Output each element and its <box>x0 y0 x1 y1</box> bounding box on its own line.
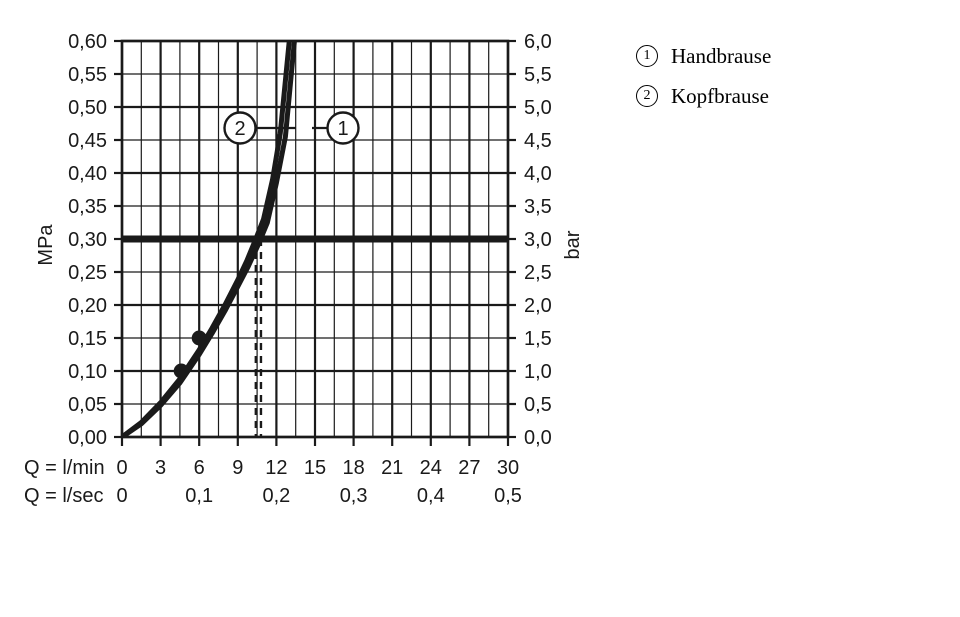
tick-label-x-lmin: 21 <box>381 457 403 479</box>
data-point-marker <box>191 330 207 346</box>
tick-label-right: 2,0 <box>524 295 552 317</box>
tick-label-left: 0,55 <box>68 64 107 86</box>
tick-label-right: 3,0 <box>524 229 552 251</box>
tick-label-left: 0,20 <box>68 295 107 317</box>
tick-label-right: 0,0 <box>524 427 552 449</box>
legend-item: 1 Handbrause <box>636 36 916 76</box>
tick-label-x-lsec: 0,5 <box>494 485 522 507</box>
tick-label-left: 0,30 <box>68 229 107 251</box>
tick-label-x-lmin: 3 <box>155 457 166 479</box>
tick-label-x-lsec: 0,1 <box>185 485 213 507</box>
tick-label-x-lmin: 6 <box>194 457 205 479</box>
tick-label-right: 3,5 <box>524 196 552 218</box>
tick-label-right: 6,0 <box>524 31 552 53</box>
tick-label-left: 0,35 <box>68 196 107 218</box>
tick-label-right: 2,5 <box>524 262 552 284</box>
tick-label-x-lsec: 0,2 <box>262 485 290 507</box>
axis-title-right: bar <box>562 230 584 259</box>
axis-title-x-secondary: Q = l/sec <box>24 485 103 507</box>
tick-label-x-lmin: 0 <box>116 457 127 479</box>
tick-label-right: 4,0 <box>524 163 552 185</box>
tick-label-right: 4,5 <box>524 130 552 152</box>
legend-marker-icon: 1 <box>636 45 658 67</box>
tick-label-x-lmin: 15 <box>304 457 326 479</box>
tick-label-x-lmin: 9 <box>232 457 243 479</box>
tick-label-x-lsec: 0,3 <box>340 485 368 507</box>
tick-label-x-lmin: 12 <box>265 457 287 479</box>
tick-label-left: 0,45 <box>68 130 107 152</box>
chart-legend: 1 Handbrause 2 Kopfbrause <box>636 36 916 116</box>
tick-label-right: 0,5 <box>524 394 552 416</box>
tick-label-x-lsec: 0 <box>116 485 127 507</box>
tick-label-left: 0,60 <box>68 31 107 53</box>
tick-label-x-lmin: 27 <box>458 457 480 479</box>
legend-item-label: Handbrause <box>671 43 772 68</box>
tick-label-left: 0,10 <box>68 361 107 383</box>
legend-marker-icon: 2 <box>636 85 658 107</box>
tick-label-right: 1,5 <box>524 328 552 350</box>
tick-label-right: 1,0 <box>524 361 552 383</box>
tick-label-left: 0,40 <box>68 163 107 185</box>
callout-label-1: 1 <box>337 118 348 140</box>
tick-label-right: 5,5 <box>524 64 552 86</box>
tick-label-x-lmin: 24 <box>420 457 442 479</box>
tick-label-left: 0,25 <box>68 262 107 284</box>
legend-item: 2 Kopfbrause <box>636 76 916 116</box>
tick-label-x-lmin: 30 <box>497 457 519 479</box>
axis-title-x-primary: Q = l/min <box>24 457 105 479</box>
axis-title-left: MPa <box>35 224 57 266</box>
callout-circle-2 <box>223 111 257 145</box>
tick-label-left: 0,50 <box>68 97 107 119</box>
tick-label-right: 5,0 <box>524 97 552 119</box>
legend-item-label: Kopfbrause <box>671 83 769 108</box>
callout-circle-1 <box>326 111 360 145</box>
tick-label-left: 0,05 <box>68 394 107 416</box>
tick-label-left: 0,00 <box>68 427 107 449</box>
tick-label-x-lsec: 0,4 <box>417 485 445 507</box>
callout-label-2: 2 <box>234 118 245 140</box>
tick-label-left: 0,15 <box>68 328 107 350</box>
tick-label-x-lmin: 18 <box>342 457 364 479</box>
curve-handbrause <box>122 41 297 437</box>
data-point-marker <box>173 363 189 379</box>
